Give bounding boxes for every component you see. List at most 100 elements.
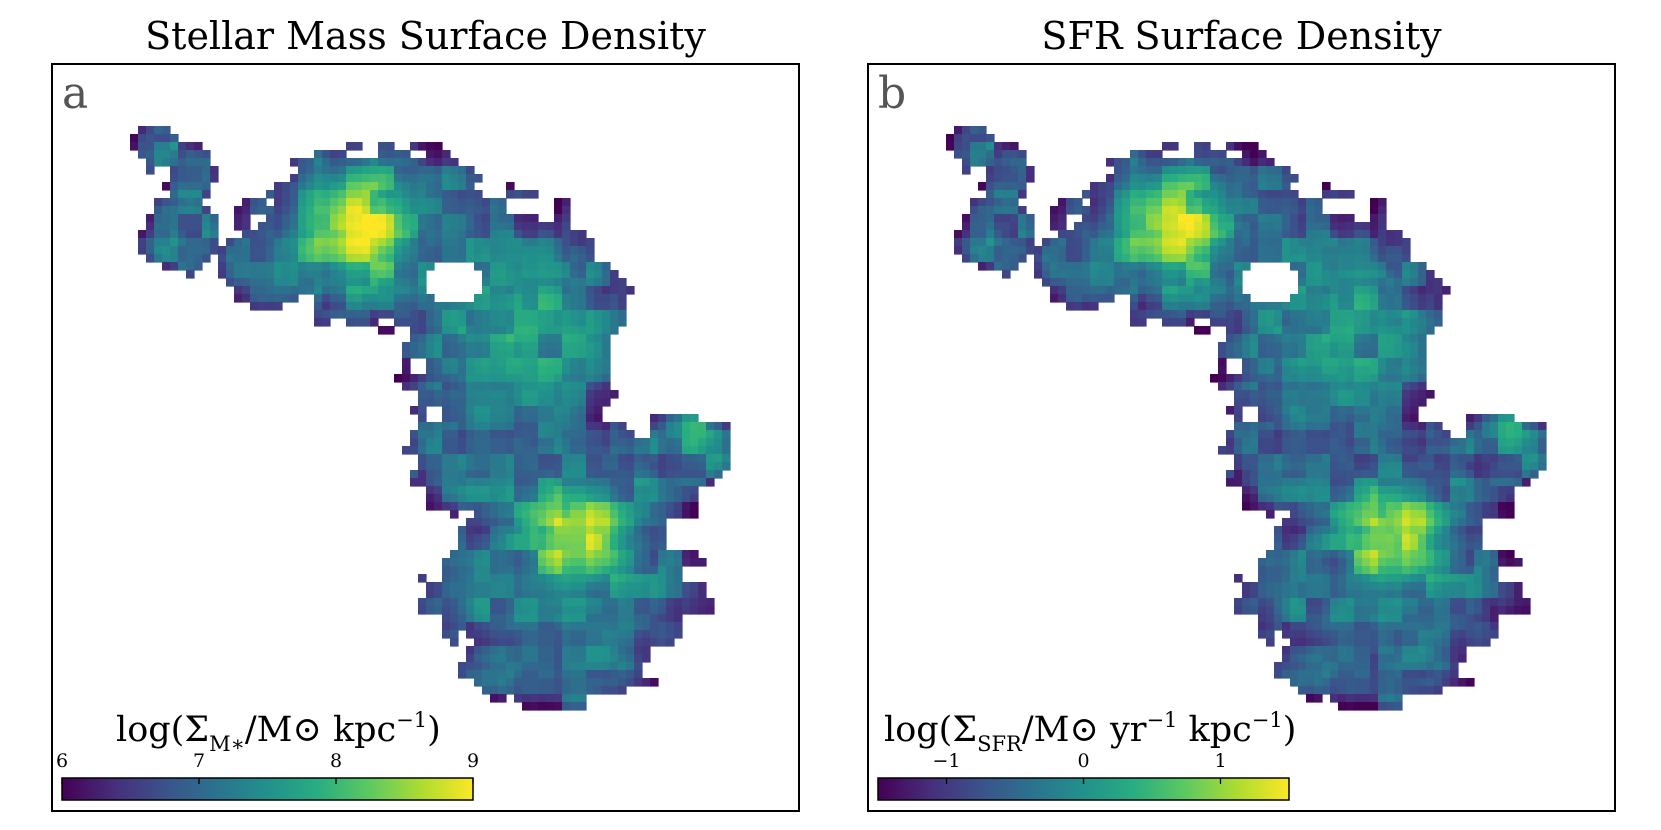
map-pixel [1010, 230, 1019, 239]
map-pixel [1306, 462, 1315, 471]
map-pixel [522, 558, 531, 567]
map-pixel [418, 598, 427, 607]
map-pixel [538, 286, 547, 295]
map-pixel [1290, 622, 1299, 631]
map-pixel [538, 534, 547, 543]
map-pixel [1306, 598, 1315, 607]
map-pixel [562, 678, 571, 687]
map-pixel [1306, 222, 1315, 231]
map-pixel [1290, 470, 1299, 479]
map-pixel [410, 446, 419, 455]
map-pixel [610, 558, 619, 567]
map-pixel [466, 406, 475, 415]
map-pixel [474, 630, 483, 639]
map-pixel [1426, 326, 1435, 335]
map-pixel [426, 158, 435, 167]
map-pixel [1394, 350, 1403, 359]
map-pixel [482, 342, 491, 351]
map-pixel [1178, 278, 1187, 287]
map-pixel [1370, 230, 1379, 239]
map-pixel [610, 326, 619, 335]
map-pixel [154, 230, 163, 239]
map-pixel [1410, 446, 1419, 455]
map-pixel [594, 358, 603, 367]
map-pixel [410, 310, 419, 319]
map-pixel [1234, 246, 1243, 255]
map-pixel [562, 454, 571, 463]
map-pixel [306, 278, 315, 287]
map-pixel [194, 198, 203, 207]
map-pixel [1418, 446, 1427, 455]
map-pixel [330, 246, 339, 255]
map-pixel [458, 550, 467, 559]
map-pixel [458, 462, 467, 471]
map-pixel [1322, 670, 1331, 679]
map-pixel [1346, 318, 1355, 327]
map-pixel [1258, 494, 1267, 503]
map-pixel [1314, 254, 1323, 263]
map-pixel [1226, 446, 1235, 455]
map-pixel [426, 486, 435, 495]
map-pixel [506, 606, 515, 615]
map-pixel [338, 294, 347, 303]
map-pixel [1474, 598, 1483, 607]
map-pixel [1130, 174, 1139, 183]
map-pixel [1362, 294, 1371, 303]
map-pixel [306, 222, 315, 231]
map-pixel [1018, 238, 1027, 247]
map-pixel [1426, 390, 1435, 399]
map-pixel [210, 166, 219, 175]
map-pixel [1410, 606, 1419, 615]
map-pixel [506, 214, 515, 223]
map-pixel [570, 230, 579, 239]
map-pixel [186, 246, 195, 255]
map-pixel [1434, 622, 1443, 631]
map-pixel [490, 510, 499, 519]
map-pixel [1482, 510, 1491, 519]
map-pixel [554, 214, 563, 223]
map-pixel [522, 470, 531, 479]
map-pixel [690, 462, 699, 471]
map-pixel [1538, 438, 1547, 447]
map-pixel [546, 550, 555, 559]
map-pixel [1138, 190, 1147, 199]
map-pixel [530, 574, 539, 583]
map-pixel [258, 278, 267, 287]
map-pixel [1250, 502, 1259, 511]
map-pixel [682, 462, 691, 471]
map-pixel [1154, 166, 1163, 175]
map-pixel [1266, 246, 1275, 255]
map-pixel [1258, 454, 1267, 463]
map-pixel [970, 142, 979, 151]
map-pixel [682, 606, 691, 615]
map-pixel [1298, 214, 1307, 223]
map-pixel [1298, 238, 1307, 247]
map-pixel [1370, 694, 1379, 703]
map-pixel [618, 622, 627, 631]
map-pixel [346, 158, 355, 167]
map-pixel [1322, 278, 1331, 287]
map-pixel [1530, 454, 1539, 463]
map-pixel [522, 390, 531, 399]
map-pixel [498, 534, 507, 543]
map-pixel [442, 558, 451, 567]
map-pixel [418, 198, 427, 207]
map-pixel [554, 574, 563, 583]
map-pixel [1490, 486, 1499, 495]
map-pixel [1442, 630, 1451, 639]
map-pixel [1434, 638, 1443, 647]
map-pixel [658, 606, 667, 615]
map-pixel [1282, 494, 1291, 503]
map-pixel [458, 606, 467, 615]
map-pixel [1298, 558, 1307, 567]
map-pixel [618, 478, 627, 487]
map-pixel [538, 382, 547, 391]
map-pixel [1274, 502, 1283, 511]
map-pixel [530, 478, 539, 487]
map-pixel [1002, 222, 1011, 231]
map-pixel [978, 134, 987, 143]
map-pixel [1354, 598, 1363, 607]
map-pixel [522, 454, 531, 463]
map-pixel [634, 542, 643, 551]
map-pixel [1250, 374, 1259, 383]
